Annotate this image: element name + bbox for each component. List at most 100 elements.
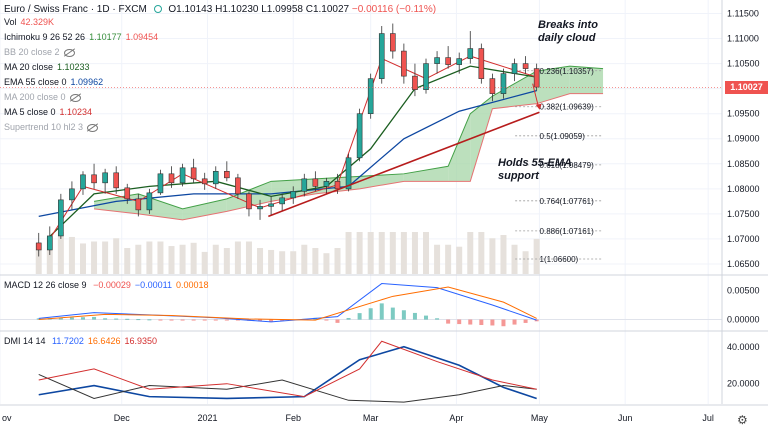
dmi-pane: [38, 340, 537, 403]
x-tick-label: Feb: [285, 413, 301, 423]
volume-bar: [57, 232, 64, 274]
cloud-segment: [403, 166, 449, 182]
chart-header: Euro / Swiss Franc · 1D · FXCM O1.10143 …: [4, 4, 436, 15]
candle: [224, 161, 230, 182]
legend-row[interactable]: MA 20 close 1.10233: [4, 62, 90, 73]
candle: [423, 58, 429, 94]
volume-bar: [334, 248, 341, 274]
legend-row[interactable]: MA 5 close 0 1.10234: [4, 107, 92, 118]
last-price-tag: 1.10027: [725, 80, 768, 94]
candle: [367, 73, 374, 119]
volume-bar: [434, 244, 441, 274]
candle: [445, 46, 451, 69]
legend-row[interactable]: Vol 42.329K: [4, 17, 54, 28]
volume-bar: [489, 238, 496, 274]
macd-histogram-bar: [213, 319, 218, 321]
volume-bar: [312, 248, 319, 274]
macd-pane: [0, 283, 722, 327]
macd-histogram-bar: [501, 319, 506, 327]
y-tick-label: 1.08500: [727, 159, 760, 169]
candle: [91, 163, 97, 189]
symbol-title[interactable]: Euro / Swiss Franc · 1D · FXCM: [4, 4, 147, 15]
ema55-line: [38, 90, 537, 218]
candle: [35, 232, 42, 257]
hidden-eye-icon[interactable]: [87, 123, 99, 132]
fibonacci-levels: 0.236(1.10357) 0.382(1.09639) 0.5(1.09059)…: [515, 67, 602, 264]
market-status-icon: [153, 5, 162, 14]
legend-value: 0.00018: [175, 280, 209, 290]
macd-histogram-bar: [280, 319, 285, 321]
candle: [378, 26, 385, 84]
volume-bar: [146, 241, 153, 274]
cloud-segment: [536, 66, 570, 104]
annotation-holds-ema: Holds 55-EMA support: [498, 157, 572, 182]
candle: [500, 68, 507, 99]
legend-row[interactable]: BB 20 close 2: [4, 47, 75, 58]
axes: 1.115001.110001.105001.100001.095001.090…: [0, 0, 768, 423]
y-tick-label: 1.09000: [727, 134, 760, 144]
candle: [201, 172, 208, 190]
macd-histogram-bar: [235, 319, 240, 321]
macd-histogram-bar: [36, 318, 41, 320]
cloud-segment: [569, 66, 604, 94]
volume-bar: [212, 244, 219, 274]
candles: [35, 23, 540, 257]
legend-label: BB 20 close 2: [4, 47, 60, 57]
macd-histogram-bar: [435, 318, 440, 320]
legend-value: 1.10233: [57, 62, 90, 72]
candle: [356, 108, 363, 162]
legend-label: MA 200 close 0: [4, 92, 66, 102]
macd-histogram-bar: [258, 319, 263, 322]
legend-value: −0.00011: [134, 280, 172, 290]
volume-bar: [522, 251, 529, 274]
dmi-tick-label: 40.0000: [727, 342, 760, 352]
legend-row[interactable]: Supertrend 10 hl2 3: [4, 122, 99, 133]
macd-histogram-bar: [92, 316, 97, 320]
volume-bar: [135, 244, 142, 274]
gear-icon[interactable]: ⚙: [737, 413, 748, 427]
x-tick-label: Apr: [449, 413, 463, 423]
macd-histogram-bar: [191, 319, 196, 321]
hidden-eye-icon[interactable]: [63, 48, 75, 57]
x-tick-label: ov: [2, 413, 12, 423]
trendline[interactable]: [0, 83, 722, 218]
candle: [390, 23, 396, 59]
macd-histogram-bar: [523, 319, 528, 323]
candle: [46, 226, 53, 255]
macd-histogram-bar: [158, 319, 163, 321]
y-tick-label: 1.10500: [727, 59, 760, 69]
macd-legend: MACD 12 26 close 9 −0.00029 −0.00011 0.000…: [4, 280, 209, 290]
volume-bar: [378, 232, 385, 274]
y-tick-label: 1.06500: [727, 259, 760, 269]
candle: [124, 183, 131, 204]
candle: [301, 173, 308, 197]
fib-level-label: 0.236(1.10357): [540, 67, 595, 76]
candle: [212, 166, 219, 189]
dmi-legend: DMI 14 14 11.7202 16.6426 16.9350: [4, 336, 157, 346]
macd-histogram-bar: [202, 319, 207, 321]
candle: [190, 158, 197, 183]
candle: [80, 171, 86, 195]
legend-value: 1.09962: [70, 77, 104, 87]
candle: [246, 191, 252, 217]
volume-bar: [478, 232, 485, 274]
volume-bar: [35, 243, 42, 274]
legend-value: 1.10177: [89, 32, 122, 42]
candle: [235, 173, 241, 199]
legend-row[interactable]: Ichimoku 9 26 52 26 1.10177 1.09454: [4, 32, 158, 43]
dmi-tick-label: 20.0000: [727, 379, 760, 389]
legend-row[interactable]: EMA 55 close 0 1.09962: [4, 77, 103, 88]
macd-histogram-bar: [424, 315, 429, 320]
volume-bar: [113, 238, 120, 274]
cloud-segment: [448, 113, 471, 182]
fib-level-label: 0.5(1.09059): [540, 132, 586, 141]
legend-row[interactable]: MA 200 close 0: [4, 92, 81, 103]
fib-level-label: 0.382(1.09639): [540, 103, 595, 112]
open-value: O1.10143: [168, 4, 213, 15]
trendline-segment[interactable]: [268, 111, 540, 218]
macd-histogram-bar: [58, 317, 63, 320]
hidden-eye-icon[interactable]: [69, 93, 81, 102]
macd-histogram-bar: [412, 312, 417, 320]
legend-value: 42.329K: [20, 17, 55, 27]
